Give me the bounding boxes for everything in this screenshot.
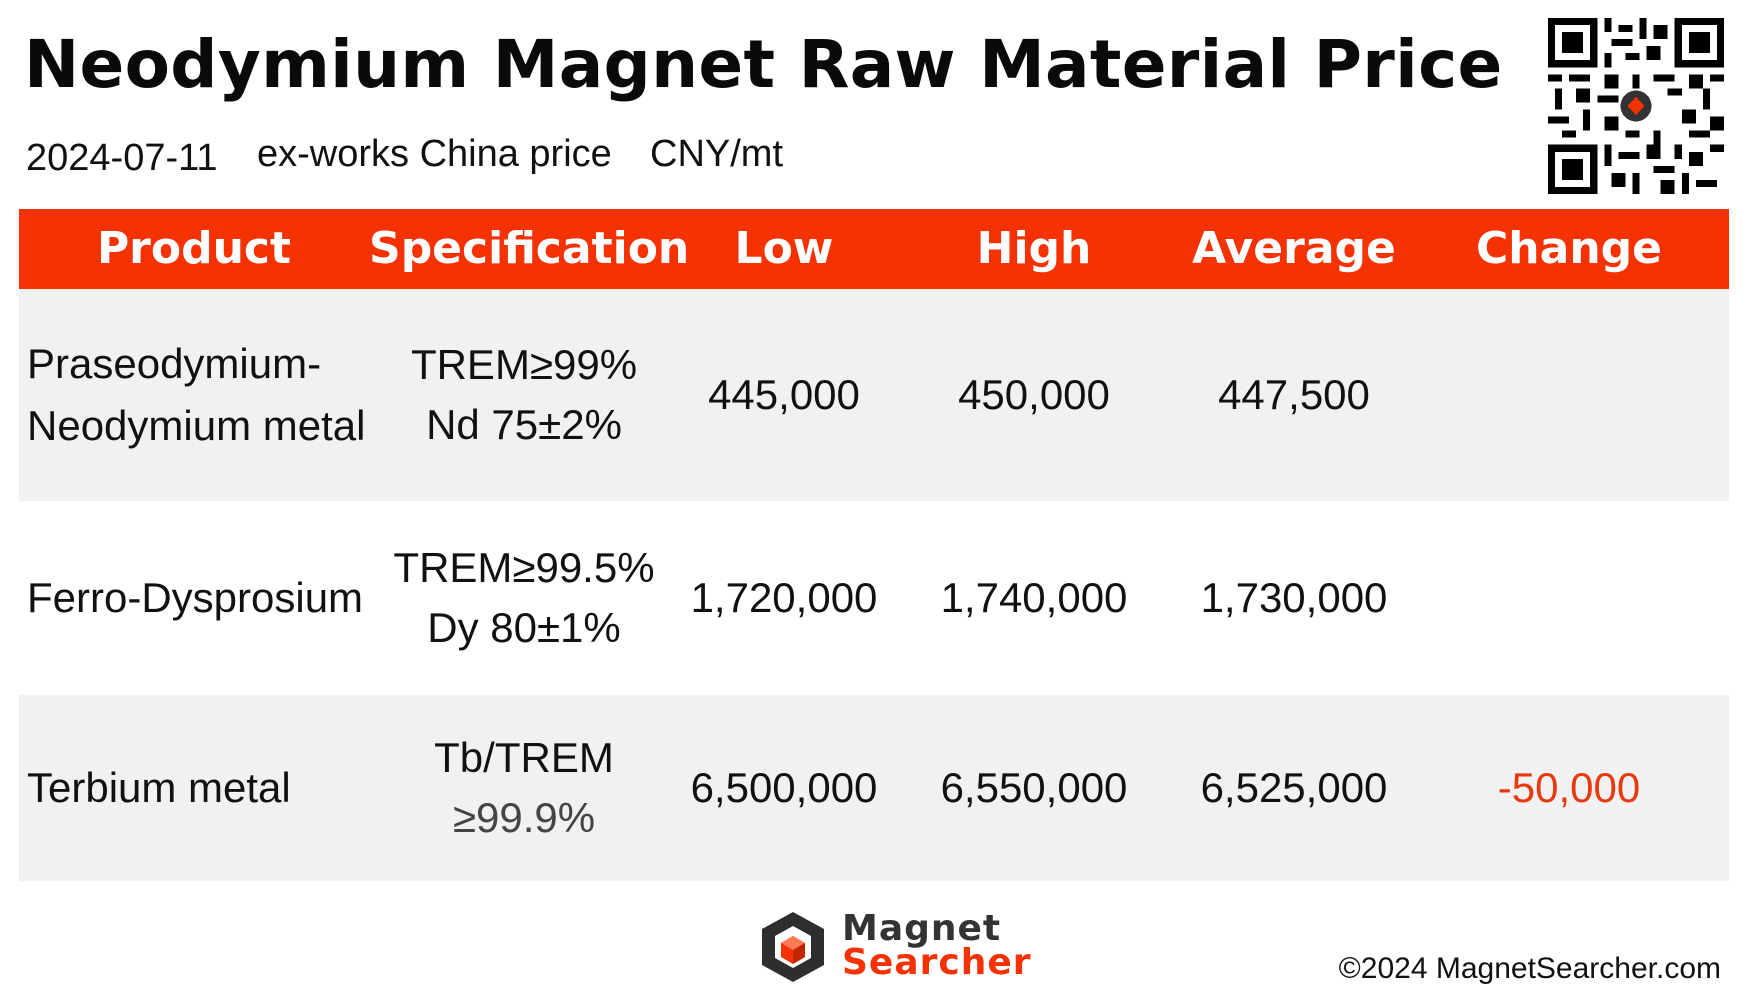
spec-line2: Dy 80±1% (427, 604, 621, 651)
high-price-cell: 6,550,000 (940, 764, 1128, 811)
product-name-line1: Terbium metal (27, 764, 291, 811)
copyright-notice: ©2024 MagnetSearcher.com (1338, 952, 1721, 985)
magnet-searcher-logo-icon[interactable] (756, 910, 830, 984)
spec-line1: Tb/TREM (434, 734, 614, 781)
average-price-cell: 1,730,000 (1200, 574, 1388, 621)
low-price-cell: 445,000 (708, 371, 860, 418)
brand-name-line2: Searcher (842, 942, 1032, 983)
low-price-cell: 6,500,000 (690, 764, 878, 811)
qr-code-icon[interactable] (1548, 18, 1724, 194)
change-cell (1439, 501, 1699, 695)
specification-cell: TREM≥99.5% Dy 80±1% (389, 501, 659, 695)
specification-cell: Tb/TREM ≥99.9% (389, 695, 659, 881)
average-price-cell: 447,500 (1218, 371, 1370, 418)
high-price-cell: 450,000 (958, 371, 1110, 418)
column-header-high: High (976, 223, 1092, 274)
page-title: Neodymium Magnet Raw Material Price (24, 26, 1503, 103)
column-header-specification: Specification (369, 223, 690, 274)
spec-line1: TREM≥99.5% (393, 544, 655, 591)
low-price-cell: 1,720,000 (690, 574, 878, 621)
high-price-cell: 1,740,000 (940, 574, 1128, 621)
table-row: Ferro-Dysprosium TREM≥99.5% Dy 80±1% 1,7… (19, 501, 1729, 695)
change-cell (1439, 289, 1699, 501)
product-name-line1: Praseodymium- (27, 340, 322, 387)
price-date: 2024-07-11 (26, 137, 218, 179)
brand-name-line1: Magnet (842, 908, 1002, 949)
product-name-line1: Ferro-Dysprosium (27, 574, 364, 621)
column-header-low: Low (734, 223, 834, 274)
price-table: Product Specification Low High Average C… (19, 209, 1729, 881)
column-header-change: Change (1476, 223, 1662, 274)
column-header-product: Product (96, 223, 292, 274)
product-cell: Ferro-Dysprosium (27, 501, 367, 695)
price-unit: CNY/mt (650, 133, 783, 175)
table-row: Praseodymium- Neodymium metal TREM≥99% N… (19, 289, 1729, 501)
table-header: Product Specification Low High Average C… (19, 209, 1729, 289)
change-cell: -50,000 (1497, 764, 1641, 811)
table-row: Terbium metal Tb/TREM ≥99.9% 6,500,000 6… (19, 695, 1729, 881)
spec-line2: ≥99.9% (452, 794, 596, 841)
product-name-line2: Neodymium metal (27, 402, 366, 449)
spec-line2: Nd 75±2% (426, 401, 622, 448)
spec-line1: TREM≥99% (410, 341, 638, 388)
price-basis: ex-works China price (257, 133, 612, 175)
average-price-cell: 6,525,000 (1200, 764, 1388, 811)
product-cell: Terbium metal (27, 695, 367, 881)
column-header-average: Average (1192, 223, 1396, 274)
specification-cell: TREM≥99% Nd 75±2% (389, 289, 659, 501)
product-cell: Praseodymium- Neodymium metal (27, 289, 367, 501)
